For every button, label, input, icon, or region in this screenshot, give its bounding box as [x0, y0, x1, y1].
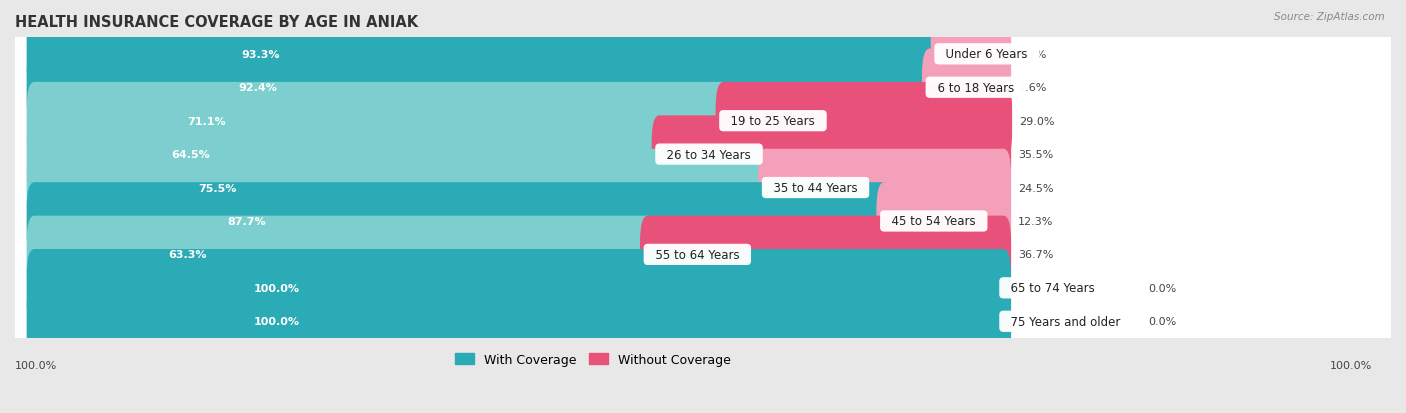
Bar	[15, 305, 1391, 338]
Text: 6 to 18 Years: 6 to 18 Years	[929, 81, 1022, 95]
Text: 75.5%: 75.5%	[198, 183, 236, 193]
Text: 75 Years and older: 75 Years and older	[1004, 315, 1128, 328]
FancyBboxPatch shape	[640, 216, 1011, 294]
Text: HEALTH INSURANCE COVERAGE BY AGE IN ANIAK: HEALTH INSURANCE COVERAGE BY AGE IN ANIA…	[15, 15, 418, 30]
Text: 36.7%: 36.7%	[1018, 250, 1053, 260]
Text: 26 to 34 Years: 26 to 34 Years	[659, 148, 759, 161]
Text: 19 to 25 Years: 19 to 25 Years	[723, 115, 823, 128]
Bar	[15, 71, 1391, 105]
FancyBboxPatch shape	[876, 183, 1011, 260]
FancyBboxPatch shape	[758, 150, 1011, 227]
Text: 100.0%: 100.0%	[15, 360, 58, 370]
FancyBboxPatch shape	[27, 283, 1011, 360]
Text: 64.5%: 64.5%	[172, 150, 209, 160]
Bar	[15, 238, 1391, 271]
FancyBboxPatch shape	[651, 116, 1011, 193]
FancyBboxPatch shape	[27, 50, 938, 127]
Text: Under 6 Years: Under 6 Years	[938, 48, 1035, 61]
Text: 35 to 44 Years: 35 to 44 Years	[766, 182, 865, 195]
Bar	[15, 105, 1391, 138]
Text: 12.3%: 12.3%	[1018, 216, 1053, 226]
Bar	[15, 38, 1391, 71]
FancyBboxPatch shape	[716, 83, 1012, 160]
FancyBboxPatch shape	[27, 116, 666, 193]
Text: 93.3%: 93.3%	[242, 50, 280, 60]
Text: 45 to 54 Years: 45 to 54 Years	[884, 215, 983, 228]
FancyBboxPatch shape	[27, 183, 891, 260]
Text: 29.0%: 29.0%	[1019, 116, 1054, 126]
FancyBboxPatch shape	[922, 50, 1011, 127]
Text: 100.0%: 100.0%	[253, 283, 299, 293]
Text: 7.6%: 7.6%	[1018, 83, 1046, 93]
Bar	[15, 138, 1391, 171]
Bar	[15, 171, 1391, 205]
Text: 100.0%: 100.0%	[253, 316, 299, 326]
Text: 92.4%: 92.4%	[239, 83, 277, 93]
Text: 0.0%: 0.0%	[1149, 283, 1177, 293]
Text: 100.0%: 100.0%	[1329, 360, 1372, 370]
FancyBboxPatch shape	[931, 16, 1011, 93]
Legend: With Coverage, Without Coverage: With Coverage, Without Coverage	[450, 348, 735, 371]
Text: 63.3%: 63.3%	[169, 250, 207, 260]
FancyBboxPatch shape	[27, 16, 946, 93]
Text: 0.0%: 0.0%	[1149, 316, 1177, 326]
Text: 65 to 74 Years: 65 to 74 Years	[1004, 282, 1102, 294]
Text: 87.7%: 87.7%	[228, 216, 266, 226]
Bar	[15, 205, 1391, 238]
FancyBboxPatch shape	[27, 83, 731, 160]
FancyBboxPatch shape	[27, 249, 1011, 327]
Text: 24.5%: 24.5%	[1018, 183, 1053, 193]
Text: 71.1%: 71.1%	[187, 116, 226, 126]
FancyBboxPatch shape	[27, 150, 773, 227]
FancyBboxPatch shape	[27, 216, 655, 294]
Text: Source: ZipAtlas.com: Source: ZipAtlas.com	[1274, 12, 1385, 22]
Text: 35.5%: 35.5%	[1018, 150, 1053, 160]
Bar	[15, 271, 1391, 305]
Text: 6.7%: 6.7%	[1018, 50, 1046, 60]
Text: 55 to 64 Years: 55 to 64 Years	[648, 248, 747, 261]
